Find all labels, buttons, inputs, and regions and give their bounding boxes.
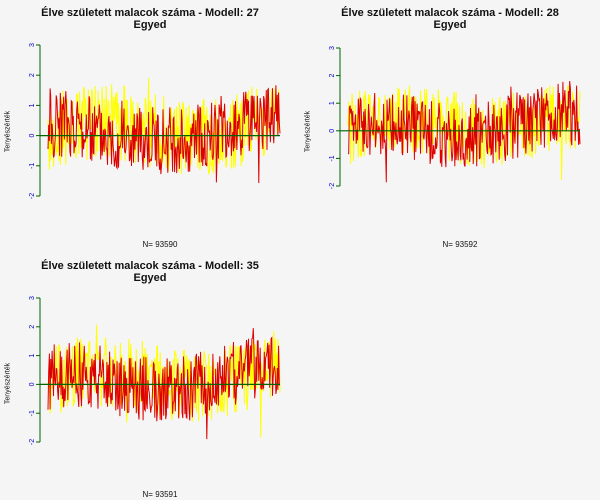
chart-title-line2: Egyed (133, 19, 167, 31)
y-tick-label: -1 (29, 163, 36, 169)
chart-panel-1: Élve született malacok száma - Modell: 2… (0, 0, 300, 250)
chart-title-line2: Egyed (433, 19, 467, 31)
y-tick-label: 3 (329, 46, 336, 50)
y-tick-label: 1 (29, 103, 36, 107)
chart-title-line1: Élve született malacok száma - Modell: 2… (341, 7, 559, 19)
series-line-2 (347, 80, 581, 183)
chart-title: Élve született malacok száma - Modell: 3… (0, 260, 300, 284)
n-label: N= 93591 (142, 490, 178, 499)
y-tick-label: 2 (29, 73, 36, 77)
chart-title-line1: Élve született malacok száma - Modell: 2… (41, 7, 259, 19)
y-axis-label: Tenyészérték (4, 362, 12, 405)
y-tick-label: -2 (29, 439, 36, 445)
chart-title-line1: Élve született malacok száma - Modell: 3… (41, 260, 259, 272)
y-tick-label: 2 (329, 74, 336, 78)
series-line-1 (47, 77, 280, 176)
y-tick-label: -1 (29, 410, 36, 416)
y-tick-label: 2 (29, 325, 36, 329)
plot-area: -2 -1 0 1 2 3 (329, 46, 581, 189)
y-tick-label: -2 (329, 183, 336, 189)
chart-panel-3: Élve született malacok száma - Modell: 3… (0, 250, 300, 500)
n-label: N= 93592 (442, 240, 478, 249)
chart-title: Élve született malacok száma - Modell: 2… (0, 7, 300, 31)
y-tick-label: 0 (329, 129, 336, 133)
y-tick-label: 3 (29, 296, 36, 300)
y-axis-label: Tenyészérték (304, 110, 312, 153)
series-line-2 (47, 328, 281, 440)
n-label: N= 93590 (142, 240, 178, 249)
y-axis-label: Tenyészérték (4, 110, 12, 153)
chart-panel-2: Élve született malacok száma - Modell: 2… (300, 0, 600, 250)
y-tick-label: 0 (29, 382, 36, 386)
y-tick-label: -1 (329, 155, 336, 161)
plot-area: -2 -1 0 1 2 3 (29, 43, 281, 199)
y-tick-label: 3 (29, 43, 36, 47)
y-tick-label: 1 (329, 101, 336, 105)
chart-title-line2: Egyed (133, 272, 167, 284)
y-tick-label: -2 (29, 193, 36, 199)
y-tick-label: 0 (29, 134, 36, 138)
chart-title: Élve született malacok száma - Modell: 2… (300, 7, 600, 31)
y-tick-label: 1 (29, 354, 36, 358)
series-line-2 (47, 85, 281, 184)
plot-area: -2 -1 0 1 2 3 (29, 296, 281, 445)
